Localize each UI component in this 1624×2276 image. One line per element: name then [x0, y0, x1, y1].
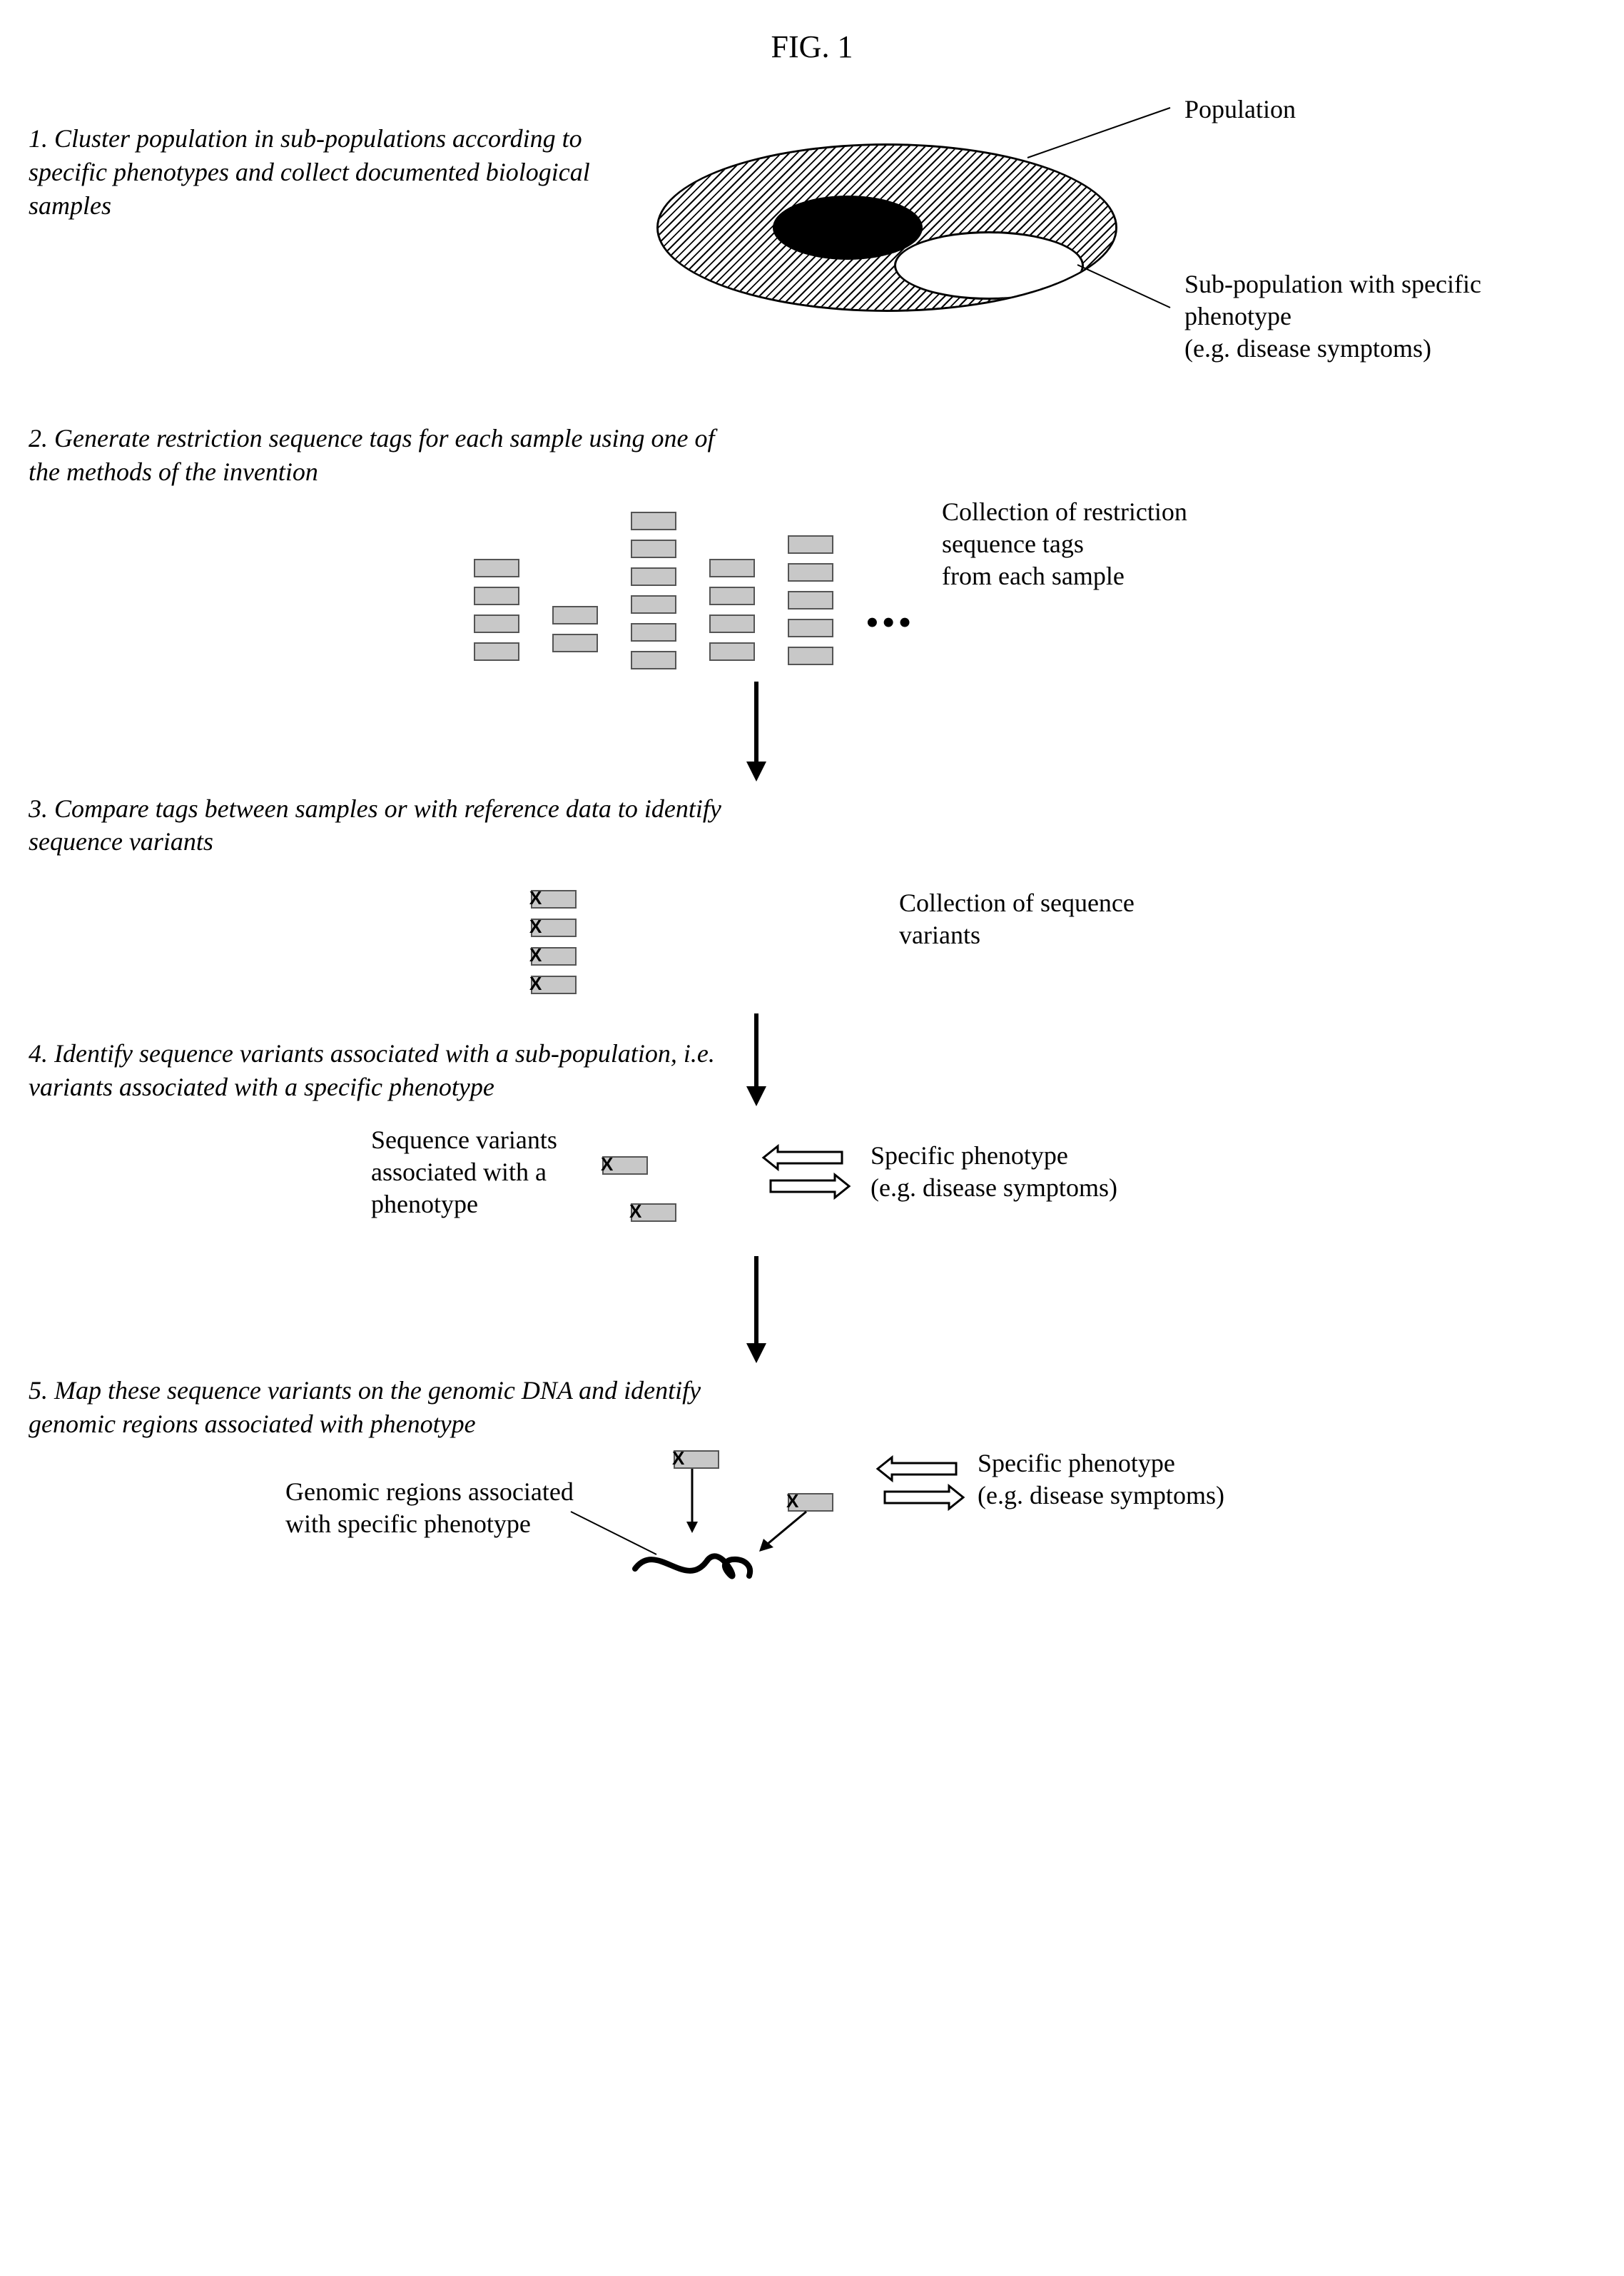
tags-label-l2: sequence tags [942, 528, 1187, 560]
genomic-label-l2: with specific phenotype [285, 1508, 614, 1540]
step-3-text: 3. Compare tags between samples or with … [29, 792, 742, 859]
seqvar-label-l2: associated with a [371, 1156, 599, 1188]
figure-title: FIG. 1 [29, 29, 1595, 65]
step-3-section: 3. Compare tags between samples or with … [29, 792, 1595, 1009]
seq-tag [788, 591, 833, 610]
arrow-down-icon [29, 1006, 1595, 1113]
seq-tag [788, 563, 833, 582]
seq-tag [631, 651, 676, 669]
population-label: Population [1184, 93, 1481, 126]
seq-tag [631, 540, 676, 558]
seq-tag [552, 606, 598, 624]
subpop-label-l3: (e.g. disease symptoms) [1184, 333, 1481, 365]
genomic-label-l1: Genomic regions associated [285, 1476, 614, 1508]
seq-tag [631, 567, 676, 586]
seqvar-label-l1: Sequence variants [371, 1124, 599, 1156]
tag-grid: ••• [471, 496, 913, 646]
population-diagram [656, 122, 1127, 336]
seq-tag [552, 634, 598, 652]
variant-tag [531, 919, 577, 937]
step-1-text: 1. Cluster population in sub-populations… [29, 122, 614, 222]
variant-tag [531, 976, 577, 994]
step-2-text: 2. Generate restriction sequence tags fo… [29, 422, 742, 489]
step-1-section: 1. Cluster population in sub-populations… [29, 122, 1595, 365]
phenotype2-label-l1: Specific phenotype [978, 1447, 1224, 1480]
seq-tag [709, 587, 755, 605]
seq-tag [631, 595, 676, 614]
seq-tag [474, 587, 519, 605]
seq-tag [788, 647, 833, 665]
ellipsis-icon: ••• [866, 603, 915, 642]
arrow-down-icon [29, 1249, 1595, 1370]
seq-tag [788, 535, 833, 554]
subpop-label-l1: Sub-population with specific [1184, 268, 1481, 300]
seq-tag [709, 559, 755, 577]
seq-tag [709, 642, 755, 661]
tags-label-l3: from each sample [942, 560, 1187, 592]
arrow-down-icon [29, 674, 1595, 789]
phenotype-variant-tags [599, 1129, 756, 1215]
variants-label-l2: variants [899, 919, 1135, 951]
genomic-svg [614, 1447, 871, 1604]
seqvar-label-l3: phenotype [371, 1188, 599, 1220]
population-leaders [656, 122, 1227, 350]
seq-tag [631, 512, 676, 530]
seq-tag [474, 559, 519, 577]
phenotype-label-l2: (e.g. disease symptoms) [871, 1172, 1117, 1204]
seq-tag [709, 614, 755, 633]
step-4-section: 4. Identify sequence variants associated… [29, 1037, 1595, 1220]
step-5-text: 5. Map these sequence variants on the ge… [29, 1374, 742, 1441]
genomic-map-diagram [614, 1447, 871, 1604]
subpop-label-l2: phenotype [1184, 300, 1481, 333]
variants-label-l1: Collection of sequence [899, 887, 1135, 919]
double-arrow-icon [871, 1447, 970, 1519]
variant-tag [631, 1203, 676, 1222]
seq-tag [631, 623, 676, 642]
phenotype-label-l1: Specific phenotype [871, 1140, 1117, 1172]
tags-label-l1: Collection of restriction [942, 496, 1187, 528]
seq-tag [788, 619, 833, 637]
seq-tag [474, 614, 519, 633]
variant-cluster [528, 887, 885, 1008]
seq-tag [474, 642, 519, 661]
double-arrow-icon [756, 1136, 856, 1208]
step-5-section: 5. Map these sequence variants on the ge… [29, 1374, 1595, 1605]
variant-tag [531, 947, 577, 966]
phenotype2-label-l2: (e.g. disease symptoms) [978, 1480, 1224, 1512]
variant-tag [602, 1156, 648, 1175]
step-2-section: 2. Generate restriction sequence tags fo… [29, 422, 1595, 646]
variant-tag [531, 890, 577, 909]
